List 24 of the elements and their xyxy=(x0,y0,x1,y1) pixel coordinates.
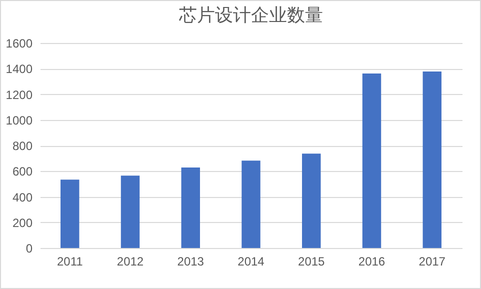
x-tick-label: 2015 xyxy=(298,254,326,268)
y-tick-label: 1200 xyxy=(6,88,33,102)
x-tick-label: 2017 xyxy=(418,254,446,268)
bar xyxy=(120,176,140,248)
bar xyxy=(60,180,80,248)
x-tick-label: 2011 xyxy=(56,254,84,268)
bar xyxy=(242,160,260,248)
bar xyxy=(302,154,321,248)
bar xyxy=(362,73,382,248)
x-tick-label: 2012 xyxy=(116,254,144,268)
y-tick-label: 1600 xyxy=(6,36,33,50)
y-tick-label: 0 xyxy=(26,242,33,256)
y-tick-label: 800 xyxy=(12,139,33,153)
x-tick-label: 2014 xyxy=(238,254,265,268)
y-tick-label: 1000 xyxy=(6,113,33,128)
chart-title: 芯片设计企业数量 xyxy=(178,5,323,25)
y-tick-label: 600 xyxy=(12,164,33,179)
x-tick-label: 2013 xyxy=(177,254,204,268)
y-tick-label: 1400 xyxy=(6,62,33,76)
x-tick-label: 2016 xyxy=(358,254,386,268)
bar xyxy=(181,168,200,248)
y-tick-label: 400 xyxy=(12,190,33,204)
y-tick-label: 200 xyxy=(12,216,33,230)
bar xyxy=(422,71,442,248)
